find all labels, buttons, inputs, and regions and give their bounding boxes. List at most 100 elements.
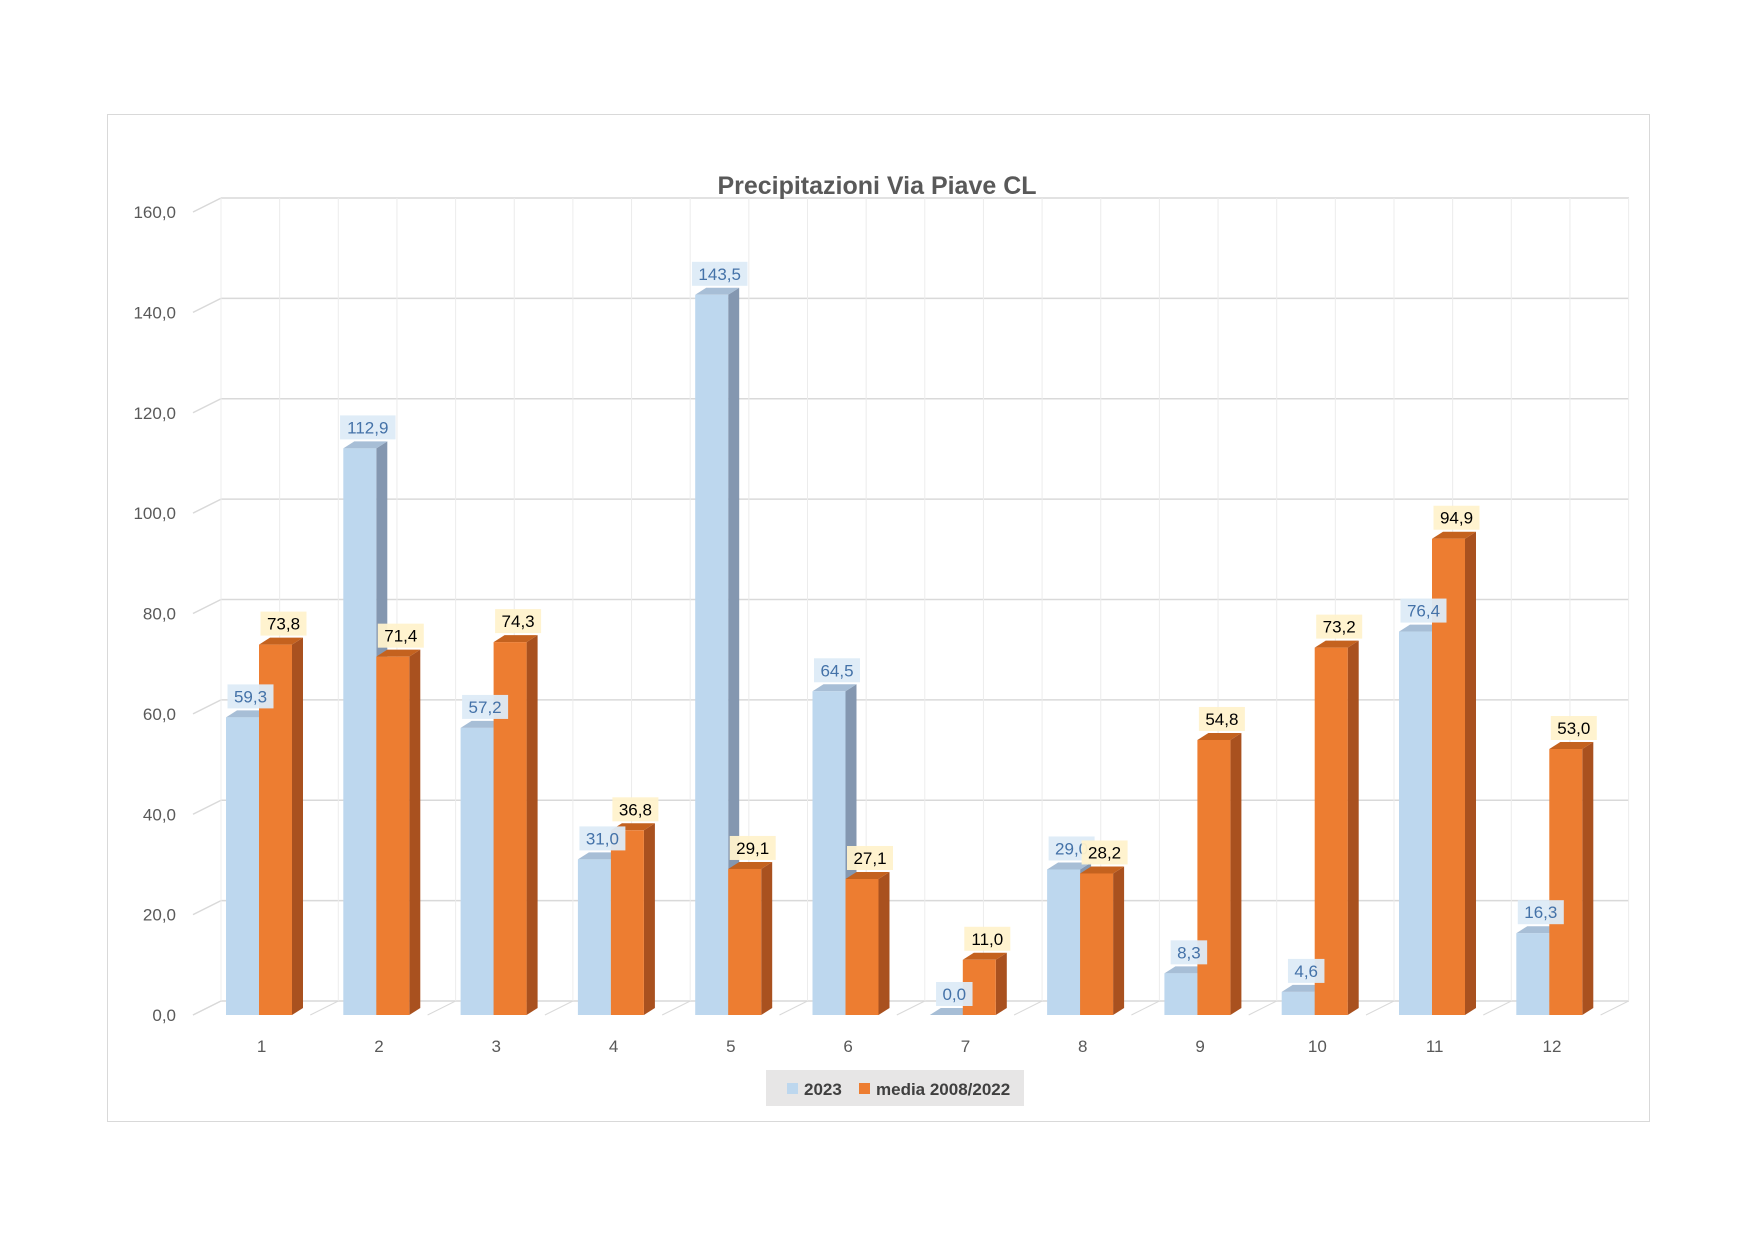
floor-line	[427, 1000, 456, 1016]
floor-line	[1600, 1000, 1629, 1016]
bar-side	[1465, 531, 1476, 1015]
bar-front	[695, 294, 729, 1015]
bar-front	[728, 868, 762, 1015]
legend-swatch-2023	[787, 1083, 798, 1094]
y-tick-label: 140,0	[133, 303, 176, 322]
y-tick-label: 20,0	[143, 906, 176, 925]
data-label-bg	[612, 797, 659, 822]
bar-top	[812, 684, 857, 692]
bar-front	[1164, 973, 1198, 1015]
bar-front	[812, 691, 846, 1015]
bar-top	[1047, 862, 1092, 870]
data-label: 94,9	[1440, 509, 1473, 528]
floor-line	[1248, 1000, 1277, 1016]
data-label-bg	[1198, 706, 1245, 731]
bar-media-9	[1197, 732, 1242, 1015]
bar-side	[409, 649, 421, 1015]
bar-front	[1516, 933, 1550, 1015]
data-label: 71,4	[384, 627, 417, 646]
data-label: 36,8	[619, 800, 652, 819]
bar-top	[376, 649, 421, 657]
data-label: 53,0	[1557, 719, 1590, 738]
bar-front	[845, 878, 879, 1015]
gridline-diag	[192, 297, 222, 314]
x-tick-label: 11	[1426, 1037, 1444, 1056]
gridline-diag	[192, 498, 222, 514]
data-label-bg	[847, 845, 893, 870]
bar-top	[493, 635, 538, 643]
data-label-bg	[1517, 900, 1564, 925]
floor-line	[192, 1000, 222, 1016]
legend-box	[766, 1070, 1024, 1106]
x-tick-label: 2	[374, 1037, 383, 1056]
data-label: 16,3	[1524, 903, 1557, 922]
bar-side	[1113, 866, 1125, 1015]
x-tick-label: 5	[726, 1037, 735, 1056]
bar-front	[1197, 739, 1231, 1015]
bar-media-2	[376, 649, 421, 1015]
legend-swatch-media	[859, 1083, 870, 1094]
x-tick-label: 10	[1308, 1037, 1327, 1056]
data-label-bg	[340, 415, 396, 440]
bar-media-5	[728, 861, 773, 1015]
gridline-diag	[192, 197, 222, 213]
data-label-bg	[1433, 505, 1480, 530]
data-label-bg	[936, 982, 973, 1006]
data-label-bg	[260, 611, 307, 636]
bar-front	[1549, 749, 1583, 1015]
data-label: 11,0	[971, 930, 1003, 949]
floor-line	[1013, 1000, 1043, 1016]
data-label: 57,2	[469, 698, 502, 717]
bar-top	[962, 952, 1007, 960]
bar-top	[343, 441, 388, 449]
data-label: 59,3	[234, 687, 267, 706]
bar-side	[728, 287, 740, 1015]
bar-side	[1230, 732, 1242, 1015]
y-tick-label: 40,0	[143, 805, 176, 824]
bar-top	[695, 287, 740, 295]
bar-front	[577, 859, 611, 1015]
data-label: 64,5	[820, 661, 853, 680]
data-label: 54,8	[1205, 710, 1238, 729]
bars-layer	[226, 287, 1594, 1015]
y-tick-label: 120,0	[133, 404, 176, 423]
data-label-bg	[227, 684, 274, 709]
bar-front	[1314, 647, 1348, 1015]
bar-top	[1197, 732, 1242, 740]
floor-line	[661, 1000, 691, 1016]
data-label-bg	[1550, 716, 1597, 741]
x-tick-label: 3	[492, 1037, 501, 1056]
x-tick-label: 8	[1078, 1037, 1087, 1056]
data-label-bg	[1081, 840, 1128, 865]
floor-line	[1365, 1000, 1395, 1016]
bar-front	[460, 727, 494, 1015]
floor-line	[310, 1000, 339, 1016]
bar-media-8	[1080, 866, 1125, 1015]
data-label-bg	[377, 623, 424, 648]
bar-side	[761, 861, 773, 1015]
bar-media-3	[493, 635, 538, 1015]
data-label-bg	[579, 826, 626, 851]
bar-media-4	[610, 823, 655, 1015]
bar-front	[1281, 991, 1315, 1015]
bar-top	[728, 861, 773, 869]
gridline-diag	[192, 799, 222, 815]
bar-front	[610, 830, 644, 1015]
data-label-bg	[495, 609, 542, 634]
data-label-bg	[1170, 940, 1208, 965]
gridline-diag	[192, 398, 222, 414]
gridline-diag	[192, 899, 222, 916]
y-tick-label: 60,0	[143, 705, 176, 724]
x-tick-label: 4	[609, 1037, 618, 1056]
bar-2023-5	[695, 287, 740, 1015]
y-tick-label: 0,0	[152, 1006, 176, 1025]
data-label-bg	[729, 835, 776, 860]
labels-layer: 1 2 3 4 5 6 7 8 9 10 11 1259,3112,957,231,0143,564,…	[227, 261, 1597, 1056]
bar-side	[995, 952, 1007, 1015]
floor-line	[896, 1000, 926, 1016]
x-tick-label: 9	[1195, 1037, 1204, 1056]
data-label: 8,3	[1177, 943, 1201, 962]
bar-front	[1399, 631, 1432, 1015]
data-label: 29,1	[736, 839, 769, 858]
